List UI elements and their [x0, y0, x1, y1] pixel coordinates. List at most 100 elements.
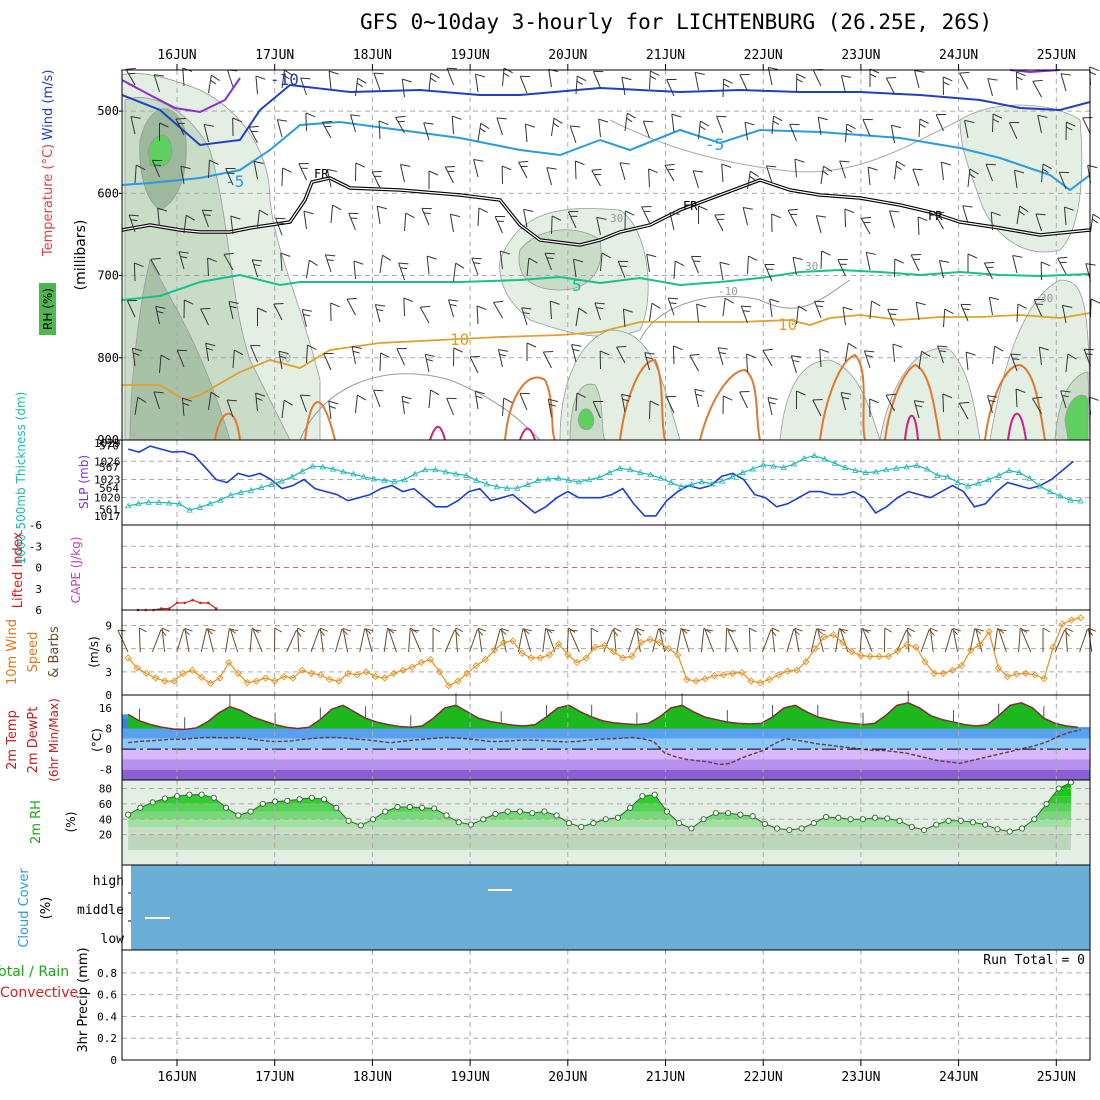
barb-flag — [796, 73, 806, 79]
wind-barb — [762, 348, 773, 367]
wind-barb — [649, 70, 660, 90]
barb-flag — [766, 165, 777, 168]
rh-marker — [920, 826, 928, 834]
barb-flag — [203, 214, 211, 217]
rh-marker — [663, 808, 670, 815]
barb-staff — [281, 70, 286, 89]
wind-barb — [469, 355, 480, 374]
wind-barb — [153, 391, 164, 410]
surface-wind-barb — [500, 628, 510, 653]
barb-staff — [350, 114, 356, 133]
wind-barb — [281, 69, 294, 89]
rh-marker — [994, 826, 1001, 833]
thickness-marker — [155, 499, 163, 505]
barb-flag — [452, 115, 462, 120]
barb-flag — [646, 253, 657, 258]
barb-staff — [444, 166, 454, 184]
thickness-marker — [227, 491, 234, 498]
barb-staff — [574, 160, 577, 180]
barb-flag — [1082, 116, 1093, 119]
wind-barb — [771, 115, 783, 135]
barb-staff — [786, 628, 795, 653]
barb-flag — [698, 205, 708, 211]
barb-flag — [373, 389, 384, 392]
wind-barb — [990, 211, 1001, 231]
barb-staff — [408, 628, 411, 653]
thickness-marker — [893, 465, 900, 471]
wind-speed-marker — [307, 669, 315, 678]
barb-staff — [477, 628, 483, 653]
barb-staff — [183, 215, 187, 234]
surface-wind-barb — [383, 627, 395, 653]
barb-staff — [987, 78, 993, 97]
wind-speed-marker — [481, 655, 490, 664]
surface-wind-barb — [975, 628, 984, 653]
wind-barb — [1010, 353, 1021, 372]
barb-staff — [326, 169, 332, 188]
rh-marker — [969, 819, 977, 826]
barb-staff — [665, 396, 675, 414]
barb-flag — [528, 257, 538, 264]
rh-band — [128, 826, 1071, 835]
barb-flag — [295, 629, 302, 637]
barb-staff — [348, 213, 356, 231]
barb-flag — [423, 122, 434, 125]
barb-staff — [652, 628, 659, 653]
barb-flag — [130, 115, 141, 119]
barb-staff — [371, 171, 381, 189]
contour-label: 30 — [1040, 292, 1053, 305]
barb-staff — [250, 345, 258, 363]
barb-flag — [501, 628, 510, 632]
barb-staff — [502, 68, 505, 87]
barb-flag — [664, 163, 675, 166]
barb-flag — [154, 164, 162, 166]
barb-staff — [636, 628, 641, 653]
rh-marker — [357, 822, 364, 829]
surface-wind-barb — [920, 629, 935, 653]
rh-marker — [835, 814, 842, 821]
wind10-frame — [121, 609, 1091, 696]
barb-flag — [623, 308, 633, 313]
barb-flag — [280, 252, 291, 257]
thickness-marker — [657, 474, 664, 481]
wind-barb — [1038, 346, 1049, 366]
pressure-tick: 600 — [97, 186, 119, 200]
barb-flag — [526, 342, 537, 348]
wind-barb — [912, 168, 923, 187]
barb-flag — [471, 257, 482, 260]
wind-barb — [1065, 353, 1077, 373]
wind-barb — [298, 163, 309, 181]
barb-staff — [523, 628, 532, 653]
barb-staff — [474, 391, 479, 410]
wind-barb — [255, 392, 266, 412]
wind-barb — [476, 305, 487, 325]
wind-barb — [666, 79, 677, 97]
barb-flag — [764, 264, 775, 266]
thickness-tick: 561 — [99, 503, 119, 516]
wind-speed-marker — [756, 678, 764, 687]
rh2m-units: (%) — [64, 812, 78, 833]
wind-speed-marker — [683, 675, 691, 684]
barb-flag — [987, 78, 998, 81]
barb-staff — [275, 218, 283, 236]
wind-barb — [842, 306, 853, 326]
wind-barb — [1013, 169, 1025, 189]
wind-barb — [448, 299, 459, 318]
rh-shading — [147, 134, 173, 168]
barb-staff — [571, 344, 577, 363]
wind-barb — [205, 342, 216, 362]
wind-barb — [1083, 348, 1094, 367]
rh-marker — [1031, 816, 1038, 823]
barb-flag — [446, 397, 457, 400]
barb-staff — [771, 116, 775, 135]
barb-flag — [919, 123, 926, 128]
surface-wind-barb — [771, 627, 780, 653]
barb-staff — [794, 159, 797, 178]
wind-barb — [1033, 299, 1045, 317]
wind10-axis-label: & Barbs — [47, 626, 62, 678]
barb-staff — [594, 302, 601, 321]
barb-staff — [134, 397, 139, 416]
wind-barb — [497, 348, 509, 368]
thickness-marker — [678, 483, 685, 490]
